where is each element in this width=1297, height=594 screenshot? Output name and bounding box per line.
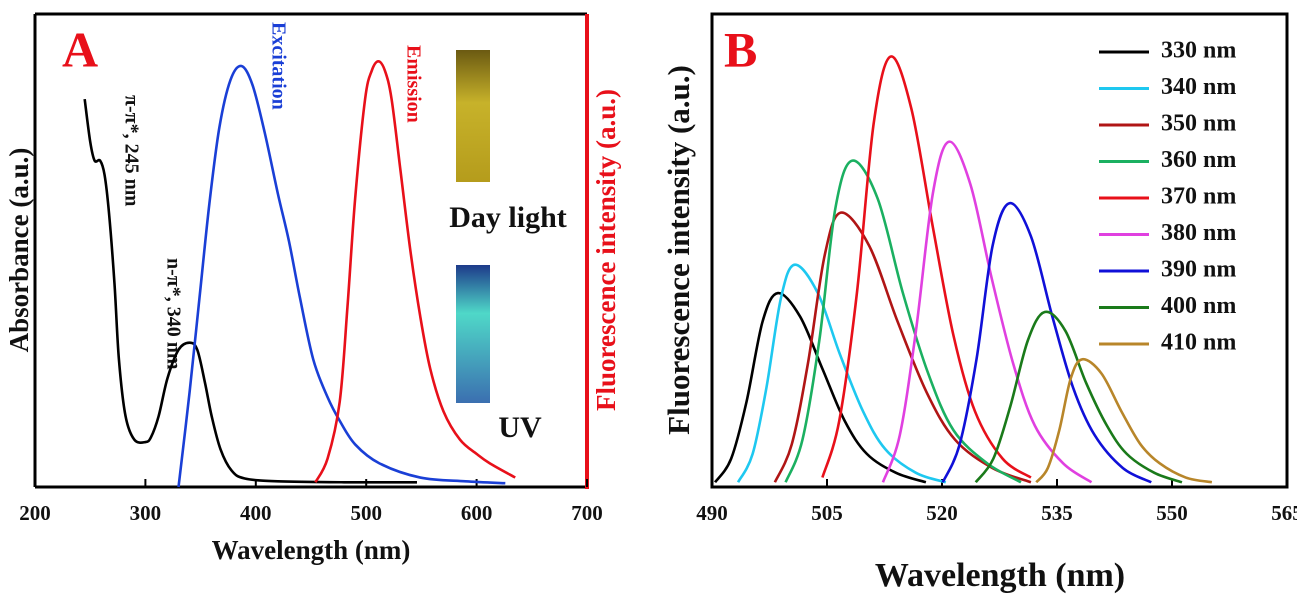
legend-label: 380 nm [1161, 220, 1236, 246]
photo-uv [456, 265, 490, 403]
photo-caption: UV [498, 411, 542, 444]
x-tick-label: 550 [1156, 501, 1188, 525]
legend-label: 390 nm [1161, 257, 1236, 283]
legend-label: 340 nm [1161, 74, 1236, 100]
photo-daylight [456, 50, 490, 182]
x-tick-label: 600 [461, 501, 493, 525]
x-axis-title: Wavelength (nm) [212, 535, 411, 565]
legend-label: 370 nm [1161, 184, 1236, 210]
x-tick-label: 490 [696, 501, 728, 525]
x-axis-title: Wavelength (nm) [875, 557, 1125, 594]
x-tick-label: 500 [350, 501, 382, 525]
x-tick-label: 300 [130, 501, 162, 525]
y-axis-title: Fluorescence intensity (a.u.) [661, 65, 696, 435]
x-tick-label: 505 [811, 501, 843, 525]
y2-axis-title: Fluorescence intensity (a.u.) [591, 89, 621, 411]
x-tick-label: 200 [19, 501, 51, 525]
series-line [822, 56, 1031, 477]
photo-caption: Day light [449, 201, 567, 234]
series-label: Emission [402, 45, 424, 123]
series-line [738, 265, 946, 483]
panel-letter: B [724, 21, 757, 77]
figure: A Wavelength (nm) Absorbance (a.u.) Fluo… [0, 0, 1297, 594]
legend-label: 410 nm [1161, 330, 1236, 356]
x-tick-label: 700 [571, 501, 603, 525]
legend-label: 350 nm [1161, 111, 1236, 137]
series-label: Excitation [267, 22, 289, 110]
legend-label: 360 nm [1161, 147, 1236, 173]
legend-label: 400 nm [1161, 293, 1236, 319]
y-axis-title: Absorbance (a.u.) [4, 148, 34, 353]
x-tick-label: 535 [1041, 501, 1073, 525]
x-tick-label: 565 [1271, 501, 1297, 525]
x-tick-label: 520 [926, 501, 958, 525]
annotation: n-π*, 340 nm [162, 258, 184, 370]
annotation: π-π*, 245 nm [120, 95, 142, 207]
legend-label: 330 nm [1161, 38, 1236, 64]
x-tick-label: 400 [240, 501, 272, 525]
panel-letter: A [62, 21, 98, 77]
